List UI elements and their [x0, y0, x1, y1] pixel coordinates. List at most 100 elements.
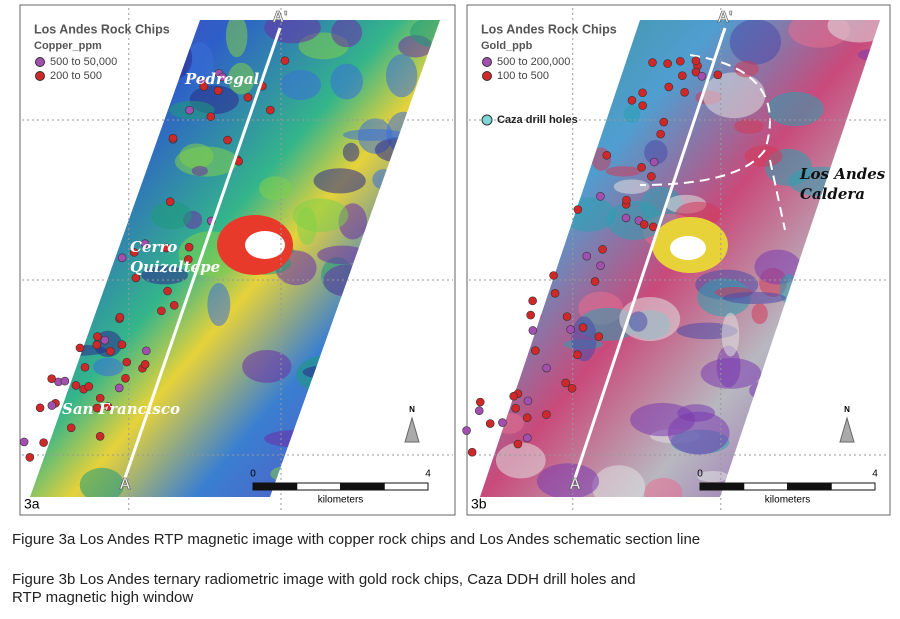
sample-dot — [93, 332, 102, 341]
sample-dot — [713, 70, 723, 80]
sample-dot — [103, 402, 113, 411]
sample-dot — [106, 346, 115, 356]
sample-dot — [528, 296, 537, 306]
blob — [605, 166, 642, 177]
sample-dot — [637, 163, 646, 172]
north-label: N — [844, 405, 850, 414]
blob — [667, 411, 730, 455]
blob — [721, 312, 740, 357]
sample-dot — [184, 255, 193, 264]
blob — [179, 143, 214, 169]
north-label: N — [409, 405, 415, 414]
blob — [385, 54, 418, 98]
scale-bar — [252, 482, 298, 491]
legend-swatch — [482, 71, 492, 81]
place-label: Caldera — [800, 185, 865, 203]
sample-dot — [140, 359, 150, 369]
sample-dot — [596, 261, 605, 271]
sample-dot — [266, 105, 275, 115]
sample-dot — [647, 172, 656, 181]
section-line — [123, 27, 282, 479]
sample-dot — [213, 86, 223, 96]
map-panel: A A' Los Andes Rock Chips Copper_ppm 500 to … — [19, 4, 456, 516]
sample-dot — [590, 277, 600, 286]
sample-dot — [528, 326, 538, 335]
sample-dot — [218, 72, 227, 82]
sample-dot — [162, 243, 171, 253]
blob — [571, 316, 597, 362]
sample-dot — [475, 397, 485, 407]
blob — [702, 72, 766, 119]
scale-label: 0 — [697, 469, 703, 480]
blob — [225, 20, 248, 58]
blob — [644, 140, 668, 165]
sample-dot — [157, 306, 166, 316]
place-label: Cerro — [130, 238, 177, 256]
legend-swatch — [35, 57, 45, 67]
blob — [644, 477, 683, 497]
sample-dot — [648, 58, 657, 67]
blob — [191, 165, 208, 177]
sample-dot — [467, 447, 477, 457]
blob — [536, 463, 600, 497]
scale-label: 0 — [250, 469, 256, 480]
sample-dot — [129, 248, 139, 257]
sample-dot — [19, 437, 29, 447]
sample-dot — [121, 373, 130, 383]
sample-dot — [596, 192, 605, 201]
sample-dot — [95, 431, 105, 441]
section-end: A' — [272, 9, 287, 26]
sample-dot — [656, 129, 665, 139]
sample-dot — [513, 439, 523, 449]
legend-title: Los Andes Rock Chips — [481, 22, 617, 36]
sample-dot — [115, 312, 125, 322]
sample-dot — [697, 71, 707, 81]
sample-dot — [80, 362, 90, 372]
sample-dot — [638, 88, 647, 98]
sample-dot — [35, 403, 45, 413]
blob — [592, 465, 646, 497]
sample-dot — [75, 343, 85, 353]
blob — [613, 179, 650, 194]
sample-dot — [122, 357, 132, 367]
anomaly — [670, 236, 706, 260]
sample-dot — [578, 323, 588, 332]
sample-dot — [163, 286, 172, 296]
scale-unit: kilometers — [765, 495, 811, 506]
blob — [827, 20, 880, 43]
sample-dot — [474, 406, 484, 416]
blob — [79, 467, 124, 497]
panel-label: 3b — [471, 496, 487, 512]
blob — [150, 201, 192, 230]
blob — [767, 91, 824, 127]
legend-entry: 500 to 50,000 — [50, 56, 117, 68]
caption: Figure 3b Los Andes ternary radiometric … — [12, 571, 636, 606]
blob — [313, 168, 366, 194]
sample-dot — [223, 135, 232, 145]
place-label: Pedregal — [184, 70, 260, 88]
caption: Figure 3a Los Andes RTP magnetic image w… — [12, 531, 700, 548]
sample-dot — [526, 310, 535, 320]
blob — [331, 20, 363, 48]
scale-bar — [787, 482, 832, 491]
sample-dot — [100, 335, 110, 345]
legend-swatch — [482, 57, 492, 67]
sample-dot — [649, 157, 659, 167]
legend-entry: 100 to 500 — [497, 70, 549, 82]
section-end: A — [119, 476, 131, 493]
sample-dot — [25, 453, 35, 462]
sample-dot — [60, 376, 70, 386]
blob — [716, 345, 741, 388]
sample-dot — [561, 378, 570, 388]
sample-dot — [243, 93, 253, 102]
caldera — [639, 54, 771, 186]
sample-dot — [542, 363, 551, 373]
sample-dot — [691, 67, 701, 77]
blob — [628, 311, 648, 332]
blob — [242, 350, 292, 383]
blob — [729, 20, 782, 65]
sample-dot — [169, 301, 179, 310]
legend-entry: 200 to 500 — [50, 70, 102, 82]
sample-dot — [639, 220, 649, 229]
